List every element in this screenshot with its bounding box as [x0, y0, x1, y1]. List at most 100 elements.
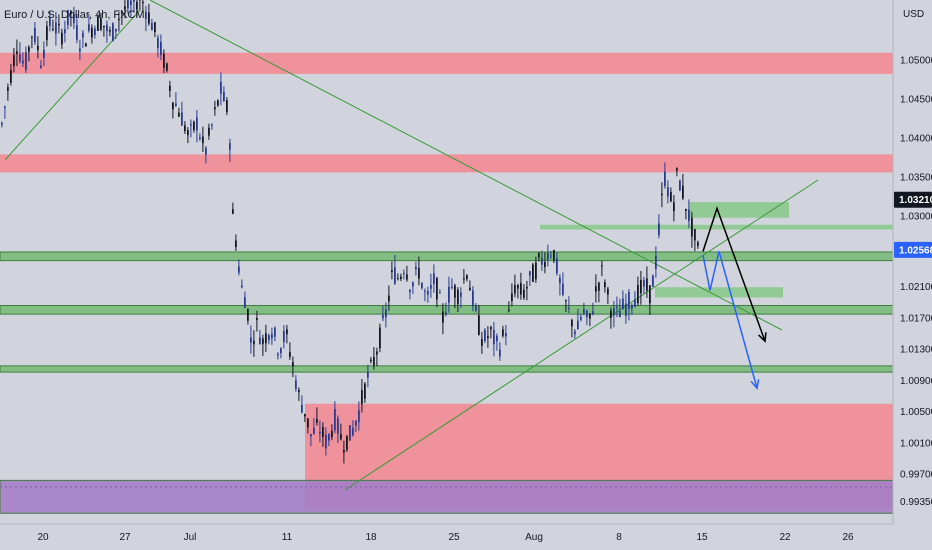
candle-body: [532, 264, 534, 282]
candle-body: [55, 22, 57, 34]
candle-body: [445, 312, 447, 315]
zone-support[interactable]: [0, 365, 894, 373]
time-tick-label: 8: [616, 532, 622, 543]
candle-body: [73, 14, 75, 24]
candle-body: [658, 223, 660, 236]
candle-body: [355, 420, 357, 426]
time-tick-label: Jul: [184, 532, 197, 543]
symbol-title: Euro / U.S. Dollar, 4h, FXCM: [4, 9, 145, 21]
candle-body: [601, 265, 603, 267]
candle-body: [418, 267, 420, 279]
candle-body: [298, 389, 300, 392]
candle-body: [643, 279, 645, 287]
price-tick-label: 1.00900: [900, 376, 932, 387]
time-tick-label: 26: [842, 532, 854, 543]
zone-resistance[interactable]: [0, 52, 893, 74]
candle-body: [196, 117, 198, 131]
candle-body: [340, 434, 342, 440]
zone-support[interactable]: [0, 251, 894, 262]
candle-body: [115, 28, 117, 32]
candle-body: [322, 427, 324, 437]
price-scale-background: [893, 0, 932, 550]
candle-body: [205, 147, 207, 155]
candle-body: [667, 187, 669, 197]
candle-body: [274, 327, 276, 337]
candle-body: [121, 11, 123, 14]
candle-body: [589, 313, 591, 319]
candle-body: [505, 332, 507, 337]
candle-body: [4, 106, 6, 108]
candle-body: [67, 9, 69, 26]
candle-body: [154, 22, 156, 33]
candle-body: [388, 295, 390, 302]
candle-body: [223, 91, 225, 101]
candle-body: [409, 290, 411, 293]
candle-body: [361, 390, 363, 405]
candle-body: [214, 107, 216, 110]
candle-body: [247, 309, 249, 321]
candle-body: [439, 292, 441, 294]
candle-body: [166, 63, 168, 71]
zone-resistance[interactable]: [0, 154, 893, 173]
candle-body: [574, 331, 576, 335]
candle-body: [697, 242, 699, 246]
candle-body: [604, 282, 606, 288]
candle-body: [349, 425, 351, 441]
candle-body: [400, 276, 402, 279]
candle-body: [91, 27, 93, 38]
price-badges: 1.03210 1.02568: [894, 191, 932, 258]
projection-arrowhead-blue: [750, 379, 760, 390]
candle-body: [97, 16, 99, 31]
candle-body: [10, 70, 12, 83]
zone-level[interactable]: [655, 287, 783, 298]
projection-arrows-layer: [702, 206, 767, 390]
candle-body: [526, 286, 528, 289]
candle-body: [664, 171, 666, 187]
candle-body: [145, 11, 147, 19]
candle-body: [232, 209, 234, 214]
candle-body: [190, 124, 192, 126]
candle-body: [289, 352, 291, 357]
candle-body: [649, 285, 651, 304]
candle-body: [451, 286, 453, 289]
candle-body: [43, 49, 45, 58]
candle-body: [688, 209, 690, 222]
candle-body: [25, 52, 27, 70]
candle-body: [655, 255, 657, 269]
candle-body: [178, 112, 180, 117]
time-tick-label: 20: [37, 532, 49, 543]
candle-body: [250, 337, 252, 343]
candle-body: [499, 349, 501, 357]
candle-body: [637, 284, 639, 304]
candle-body: [295, 380, 297, 389]
candle-body: [16, 51, 18, 54]
candle-body: [229, 143, 231, 150]
candle-body: [592, 311, 594, 315]
candle-body: [691, 217, 693, 237]
zone-supply[interactable]: [689, 202, 789, 218]
candle-body: [127, 0, 129, 9]
candle-body: [433, 273, 435, 284]
currency-label: USD: [903, 9, 924, 20]
candle-body: [541, 257, 543, 265]
candle-body: [82, 32, 84, 38]
zone-level[interactable]: [540, 224, 893, 230]
candle-body: [673, 202, 675, 212]
candle-body: [58, 23, 60, 26]
candle-body: [571, 319, 573, 327]
candle-body: [565, 300, 567, 302]
candle-body: [595, 286, 597, 292]
price-tick-label: 1.04500: [900, 94, 932, 105]
time-tick-label: 27: [119, 532, 131, 543]
time-tick-label: 18: [365, 532, 377, 543]
candle-body: [463, 278, 465, 280]
candle-body: [442, 311, 444, 323]
candle-body: [406, 274, 408, 280]
candle-body: [352, 427, 354, 436]
zone-support[interactable]: [0, 479, 894, 514]
candle-body: [358, 410, 360, 422]
candle-body: [211, 124, 213, 126]
candle-body: [19, 54, 21, 62]
candle-body: [109, 29, 111, 32]
